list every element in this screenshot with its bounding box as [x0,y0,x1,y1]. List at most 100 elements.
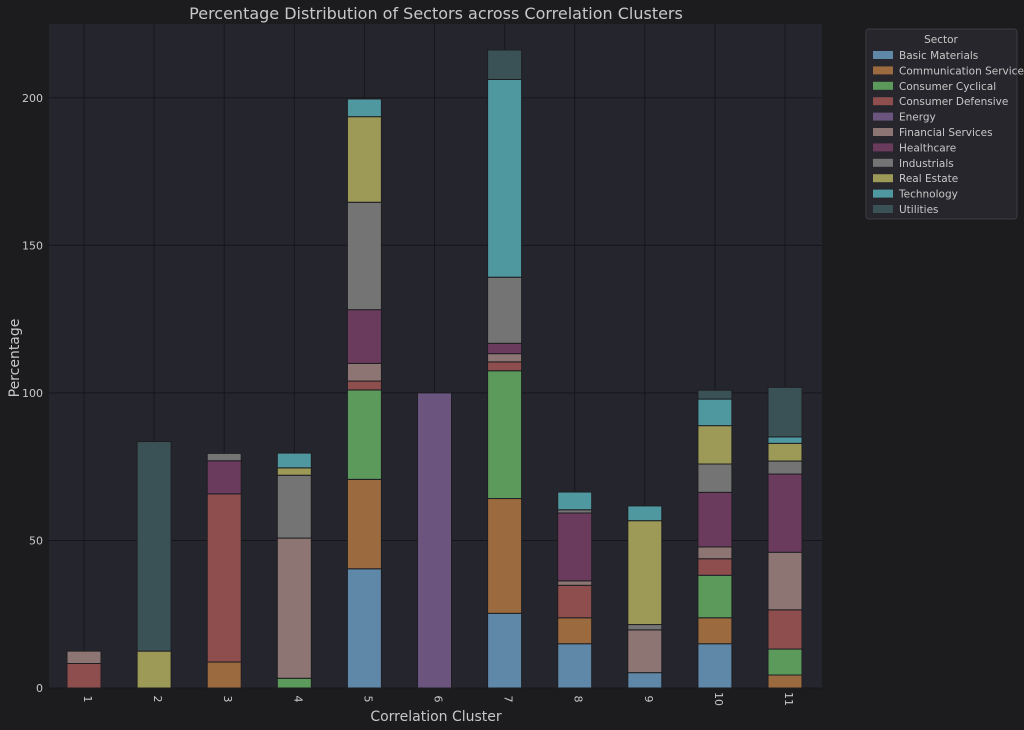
bar-segment [767,674,803,689]
bar-segment [487,353,523,363]
bar-segment [276,467,312,476]
legend-title: Sector [924,34,958,46]
x-tick-label: 10 [712,692,725,706]
bar-segment [346,309,382,364]
x-tick-label: 6 [432,696,445,703]
legend-swatch [873,66,893,75]
bar-segment [697,643,733,689]
bar-segment [487,498,523,614]
bar-segment [627,624,663,631]
legend-label: Healthcare [899,142,956,154]
bar-segment [557,584,593,619]
legend-swatch [873,128,893,136]
bar-segment [66,650,102,665]
bar-segment [697,574,733,619]
bars [66,49,803,689]
legend-swatch [873,174,893,183]
legend-label: Real Estate [899,173,958,185]
bar-segment [487,612,523,689]
x-tick-label: 5 [361,696,374,703]
bar-segment [627,672,663,689]
bar-segment [346,201,382,311]
bar-segment [136,650,172,689]
bar-segment [66,663,102,689]
x-axis-title: Correlation Cluster [370,709,502,725]
legend-label: Industrials [899,158,954,170]
bar-segment [487,276,523,344]
bar-segment [697,558,733,576]
bar-segment [557,580,593,586]
y-axis-title: Percentage [7,319,23,398]
bar-segment [206,460,242,495]
legend-items: Basic Materials Communication Services Con… [873,50,1024,216]
chart-title: Percentage Distribution of Sectors acros… [189,4,683,23]
legend-swatch [873,143,893,152]
bar-segment [346,362,382,382]
legend-swatch [873,158,893,167]
bar-segment [697,425,733,465]
legend-swatch [873,112,893,121]
legend: Sector Basic Materials Communication Serv… [865,28,1024,220]
y-axis: 0 50 100 150 200 [22,92,43,695]
bar-segment [627,505,663,522]
legend-label: Technology [898,189,958,201]
bar-segment [767,473,803,553]
bar-segment [767,442,803,462]
legend-swatch [873,189,893,198]
legend-label: Communication Services [899,65,1024,77]
bar-segment [697,389,733,400]
bar-segment [557,617,593,645]
bar-segment [487,78,523,278]
bar-segment [276,452,312,469]
bar-segment [206,661,242,689]
bar-segment [767,609,803,650]
bar-segment [557,643,593,689]
x-axis: 1 2 3 4 5 6 7 8 9 10 11 [81,692,795,706]
bar-segment [697,491,733,548]
x-tick-label: 4 [291,696,304,703]
bar-segment [487,342,523,355]
legend-label: Financial Services [899,127,993,139]
legend-swatch [873,51,893,59]
bar-segment [417,392,452,689]
bar-segment [767,551,803,611]
bar-segment [346,568,382,689]
bar-segment [697,546,733,560]
bar-segment [767,460,803,475]
bar-segment [557,512,593,582]
bar-segment [346,116,382,203]
bar-segment [767,648,803,676]
bar-segment [346,389,382,480]
bar-segment [697,398,733,427]
x-tick-label: 3 [221,696,234,703]
y-tick-label: 50 [29,534,43,547]
y-tick-label: 100 [22,387,43,400]
bar-segment [487,370,523,500]
bar-segment [767,386,803,438]
y-tick-label: 150 [22,239,43,252]
x-tick-label: 7 [502,696,515,703]
legend-swatch [873,81,893,90]
legend-box [865,28,1018,220]
bar-segment [276,474,312,539]
legend-label: Utilities [899,204,939,216]
x-tick-label: 1 [81,696,94,703]
legend-label: Basic Materials [899,50,978,62]
bar-segment [346,380,382,391]
bar-segment [136,441,172,652]
bar-segment [487,49,523,80]
legend-label: Consumer Defensive [899,96,1008,108]
legend-swatch [873,205,893,213]
y-tick-label: 200 [22,92,43,105]
bar-segment [487,361,523,372]
bar-segment [767,436,803,444]
bar-segment [627,629,663,674]
bar-segment [206,452,242,462]
bar-segment [346,98,382,118]
bar-segment [627,520,663,626]
bar-segment [697,463,733,493]
x-tick-label: 9 [642,696,655,703]
x-tick-label: 8 [572,696,585,703]
x-tick-label: 11 [782,692,795,706]
